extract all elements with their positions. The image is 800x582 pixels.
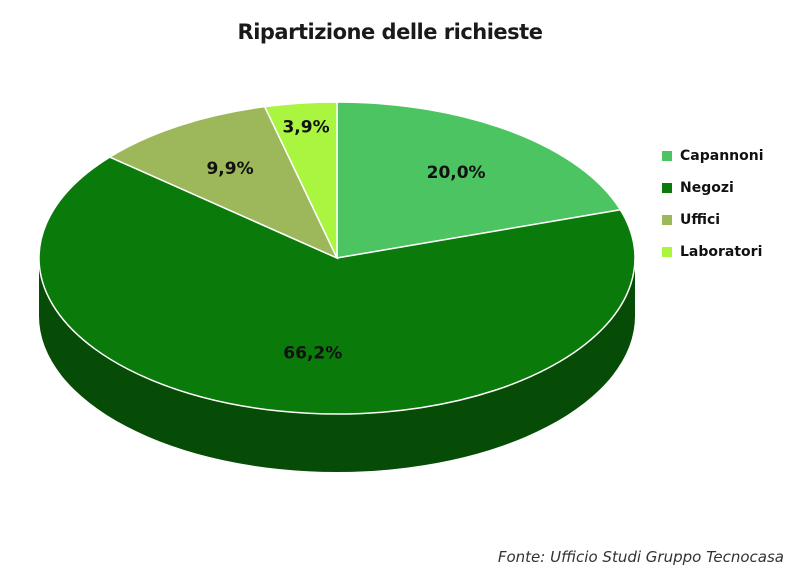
legend-swatch-negozi: [662, 183, 672, 193]
legend-label-laboratori: Laboratori: [680, 244, 763, 260]
data-label-negozi: 66,2%: [283, 343, 342, 363]
legend-item-negozi: Negozi: [662, 172, 764, 204]
legend-swatch-laboratori: [662, 247, 672, 257]
source-note: Fonte: Ufficio Studi Gruppo Tecnocasa: [497, 548, 784, 566]
data-label-uffici: 9,9%: [206, 159, 253, 179]
chart-title: Ripartizione delle richieste: [237, 20, 543, 44]
legend-label-uffici: Uffici: [680, 212, 721, 228]
pie-slice-negozi: [38, 156, 636, 415]
legend-item-capannoni: Capannoni: [662, 140, 764, 172]
data-label-laboratori: 3,9%: [282, 117, 329, 137]
pie-slice-laboratori: [263, 101, 338, 259]
legend: Capannoni Negozi Uffici Laboratori: [662, 140, 764, 268]
data-label-capannoni: 20,0%: [427, 163, 486, 183]
pie-slice-capannoni: [336, 101, 622, 259]
legend-swatch-capannoni: [662, 151, 672, 161]
pie-slice-uffici: [108, 105, 339, 260]
legend-item-uffici: Uffici: [662, 204, 764, 236]
legend-label-capannoni: Capannoni: [680, 148, 764, 164]
legend-item-laboratori: Laboratori: [662, 236, 764, 268]
legend-label-negozi: Negozi: [680, 180, 734, 196]
legend-swatch-uffici: [662, 215, 672, 225]
pie-side-negozi: [39, 258, 635, 472]
